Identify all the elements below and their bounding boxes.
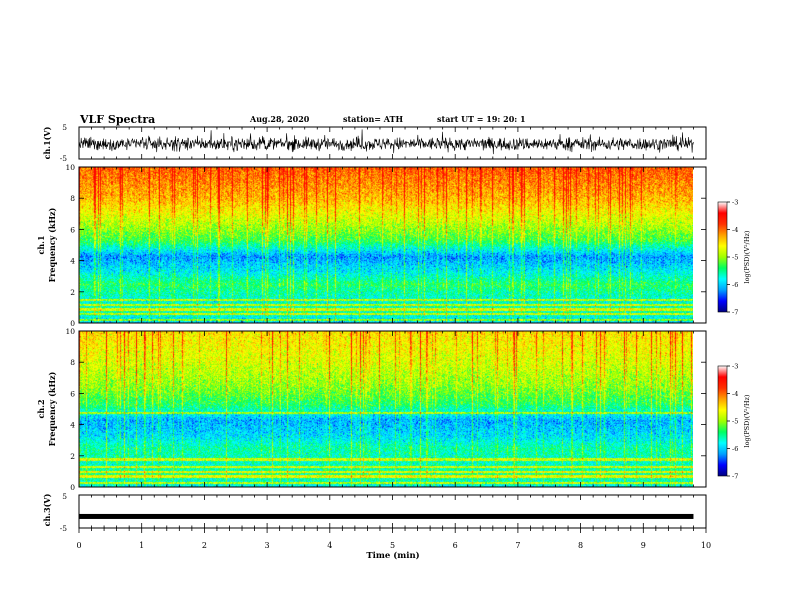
x-tick-label: 10 bbox=[701, 541, 711, 550]
x-tick-label: 8 bbox=[578, 541, 583, 550]
ch3-ylabel: ch.3(V) bbox=[42, 493, 52, 526]
colorbar-gradient bbox=[717, 201, 728, 313]
ch3-waveform-line bbox=[79, 513, 694, 519]
colorbar-tick-label: -3 bbox=[732, 363, 738, 371]
colorbar-tick-label: -3 bbox=[732, 199, 738, 207]
x-tick-label: 5 bbox=[390, 541, 395, 550]
colorbar-tick-label: -4 bbox=[732, 390, 738, 398]
spec-ytick-label: 8 bbox=[70, 358, 75, 367]
colorbar-gradient bbox=[717, 365, 728, 477]
spec-ytick-label: 6 bbox=[70, 389, 75, 398]
spec-ytick-label: 10 bbox=[65, 163, 75, 172]
ch1-spectrogram-image bbox=[79, 167, 693, 323]
time-axis: 0 1 2 3 4 5 6 7 8 9 10 bbox=[76, 127, 711, 550]
spec-ytick-label: 4 bbox=[70, 421, 75, 430]
ch2-spec-ylabel-line2: Frequency (kHz) bbox=[47, 371, 57, 446]
ch2-colorbar: -3 -4 -5 -6 -7 log(PSD)(V²/Hz) bbox=[717, 363, 751, 481]
ch3-ytick-top: 5 bbox=[62, 492, 67, 501]
figure-title: VLF Spectra bbox=[79, 113, 155, 126]
ch2-spectrogram-panel: ch.2 Frequency (kHz) 0 2 4 6 8 10 -3 -4 -5 -6 -7 l… bbox=[36, 327, 751, 492]
ch1-colorbar: -3 -4 -5 -6 -7 log(PSD)(V²/Hz) bbox=[717, 199, 751, 317]
colorbar-tick-label: -4 bbox=[732, 226, 738, 234]
time-axis-label: Time (min) bbox=[366, 550, 419, 561]
ch1-waveform-line bbox=[78, 129, 694, 155]
ch3-ytick-bottom: -5 bbox=[60, 524, 68, 533]
colorbar-label: log(PSD)(V²/Hz) bbox=[743, 394, 751, 447]
spec-ytick-label: 10 bbox=[65, 327, 75, 336]
x-tick-label: 2 bbox=[202, 541, 207, 550]
ch1-spec-ylabel-line1: ch.1 bbox=[36, 235, 46, 254]
x-tick-label: 4 bbox=[327, 541, 332, 550]
colorbar-tick-label: -6 bbox=[732, 445, 738, 453]
ch1-ytick-bottom: -5 bbox=[60, 154, 68, 163]
spec-ytick-label: 4 bbox=[70, 257, 75, 266]
colorbar-tick-label: -7 bbox=[732, 309, 738, 317]
spec-ytick-label: 2 bbox=[70, 452, 75, 461]
ch1-spectrogram-panel: ch.1 Frequency (kHz) 0 2 4 6 8 10 -3 -4 -5 -6 -7 l… bbox=[36, 163, 751, 328]
x-tick-label: 1 bbox=[139, 541, 144, 550]
date-label: Aug.28, 2020 bbox=[249, 114, 310, 124]
colorbar-tick-label: -5 bbox=[732, 254, 738, 262]
start-time-label: start UT = 19: 20: 1 bbox=[437, 114, 526, 124]
x-tick-label: 7 bbox=[515, 541, 520, 550]
ch2-spec-ylabel-line1: ch.2 bbox=[36, 399, 46, 418]
colorbar-tick-label: -6 bbox=[732, 281, 738, 289]
ch1-ytick-top: 5 bbox=[62, 123, 67, 132]
spec-ytick-label: 8 bbox=[70, 194, 75, 203]
ch1-spec-ylabel-line2: Frequency (kHz) bbox=[47, 207, 57, 282]
spec-ytick-label: 2 bbox=[70, 288, 75, 297]
x-tick-label: 3 bbox=[265, 541, 270, 550]
x-tick-label: 9 bbox=[641, 541, 646, 550]
spec-ytick-label: 6 bbox=[70, 225, 75, 234]
x-tick-label: 6 bbox=[453, 541, 458, 550]
colorbar-tick-label: -7 bbox=[732, 473, 738, 481]
colorbar-label: log(PSD)(V²/Hz) bbox=[743, 230, 751, 283]
x-tick-label: 0 bbox=[76, 541, 81, 550]
spec-ytick-label: 0 bbox=[70, 319, 75, 328]
colorbar-tick-label: -5 bbox=[732, 418, 738, 426]
ch3-waveform-panel: ch.3(V) 5 -5 0 1 2 3 4 5 6 7 8 9 10 Time (min) bbox=[42, 127, 711, 561]
spec-ytick-label: 0 bbox=[70, 483, 75, 492]
ch1-ylabel: ch.1(V) bbox=[42, 126, 52, 159]
station-label: station= ATH bbox=[343, 114, 403, 124]
ch2-spectrogram-image bbox=[79, 331, 693, 487]
